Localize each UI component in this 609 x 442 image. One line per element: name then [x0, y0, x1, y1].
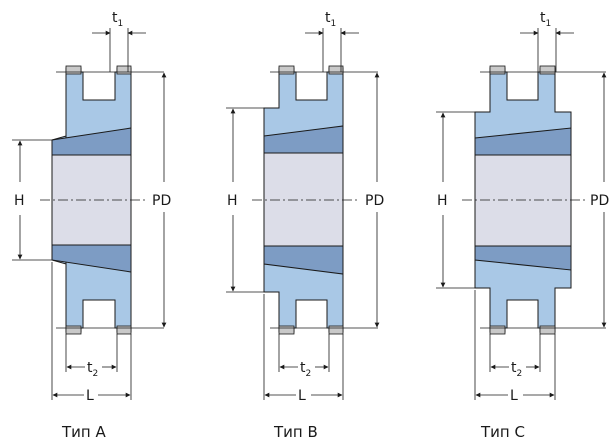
pd-label-b: PD — [365, 193, 384, 209]
l-label-a: L — [86, 388, 94, 404]
sprocket-type-b: t1 H PD t2 L Тип B — [226, 10, 384, 441]
t2-label-c: t2 — [511, 360, 522, 379]
t1-label-a: t1 — [112, 10, 123, 29]
h-label-b: H — [227, 193, 238, 209]
type-c-caption: Тип C — [480, 423, 525, 441]
pd-label-c: PD — [590, 193, 609, 209]
t2-label-a: t2 — [87, 360, 98, 379]
type-a-caption: Тип A — [61, 423, 106, 441]
t2-label-b: t2 — [300, 360, 311, 379]
type-b-caption: Тип B — [273, 423, 318, 441]
t1-label-c: t1 — [540, 10, 551, 29]
l-label-b: L — [298, 388, 306, 404]
h-label-a: H — [14, 193, 25, 209]
t1-label-b: t1 — [325, 10, 336, 29]
sprocket-type-c: t1 H PD t2 L Тип C — [436, 10, 609, 441]
pd-label-a: PD — [152, 193, 171, 209]
sprocket-type-a: t1 H PD t2 L Тип A — [12, 10, 171, 441]
l-label-c: L — [510, 388, 518, 404]
h-label-c: H — [437, 193, 448, 209]
